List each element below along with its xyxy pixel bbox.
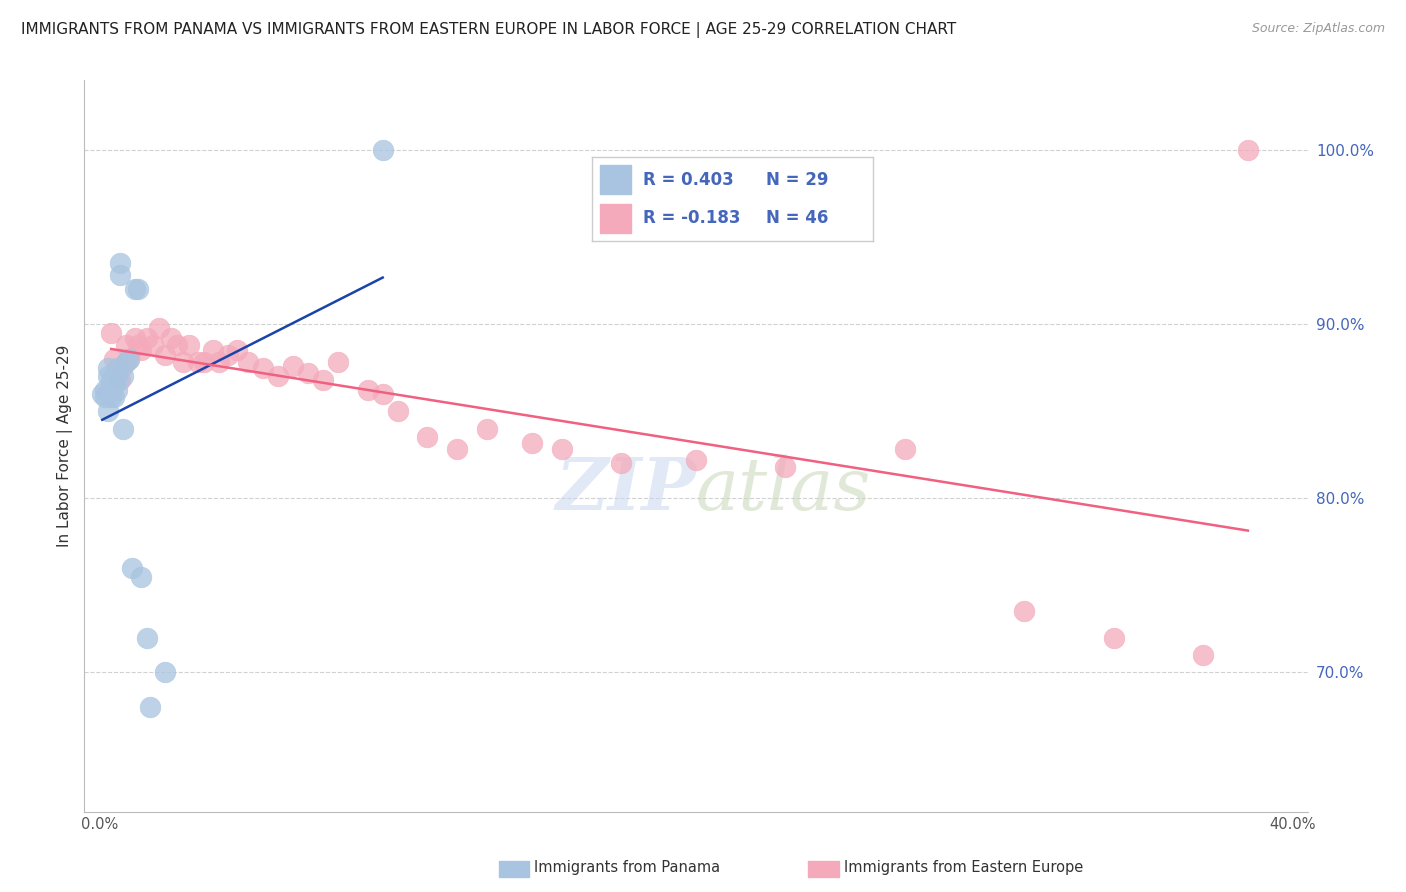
Point <box>124 331 146 345</box>
Point <box>685 453 707 467</box>
Point <box>153 348 176 362</box>
Point <box>112 421 135 435</box>
Point <box>225 343 247 358</box>
Point <box>97 369 120 384</box>
Point <box>416 430 439 444</box>
Point <box>312 373 335 387</box>
Point <box>217 348 239 362</box>
Point <box>115 355 138 369</box>
Point <box>1192 648 1215 662</box>
Point <box>100 326 122 340</box>
Point <box>207 355 229 369</box>
Point <box>283 359 305 373</box>
Point <box>118 351 141 366</box>
Point <box>108 373 131 387</box>
Text: R = -0.183: R = -0.183 <box>643 210 740 227</box>
Point <box>201 343 224 358</box>
Point <box>105 384 128 398</box>
Point <box>297 366 319 380</box>
Point <box>551 442 574 457</box>
Text: IMMIGRANTS FROM PANAMA VS IMMIGRANTS FROM EASTERN EUROPE IN LABOR FORCE | AGE 25: IMMIGRANTS FROM PANAMA VS IMMIGRANTS FRO… <box>21 22 956 38</box>
Point <box>112 359 135 373</box>
Point <box>112 369 135 384</box>
Point <box>267 369 290 384</box>
Point <box>100 390 122 404</box>
Point <box>610 457 633 471</box>
Point <box>127 282 149 296</box>
Text: Immigrants from Panama: Immigrants from Panama <box>534 860 720 874</box>
Point <box>371 143 394 157</box>
Point <box>357 384 380 398</box>
Text: R = 0.403: R = 0.403 <box>643 170 734 189</box>
Point <box>252 360 274 375</box>
Point <box>97 404 120 418</box>
Point <box>326 355 349 369</box>
Point <box>136 331 159 345</box>
Point <box>1012 604 1035 618</box>
Point <box>100 384 122 398</box>
Point <box>238 355 260 369</box>
Point <box>129 343 152 358</box>
Text: Immigrants from Eastern Europe: Immigrants from Eastern Europe <box>844 860 1083 874</box>
Point <box>177 338 200 352</box>
Point <box>129 569 152 583</box>
Point <box>193 355 215 369</box>
Point <box>94 390 117 404</box>
Point <box>148 320 170 334</box>
Text: N = 46: N = 46 <box>766 210 828 227</box>
Point <box>124 282 146 296</box>
Point <box>139 700 162 714</box>
Point <box>166 338 188 352</box>
Text: ZIP: ZIP <box>555 454 696 525</box>
Point <box>91 386 114 401</box>
Point <box>520 435 543 450</box>
Point <box>136 631 159 645</box>
Point <box>103 369 125 384</box>
Point <box>894 442 917 457</box>
Point <box>172 355 194 369</box>
Point <box>387 404 409 418</box>
Point <box>142 338 165 352</box>
Y-axis label: In Labor Force | Age 25-29: In Labor Force | Age 25-29 <box>58 345 73 547</box>
Point <box>105 369 128 384</box>
Point <box>103 390 125 404</box>
Point <box>121 561 143 575</box>
Point <box>118 351 141 366</box>
Bar <box>600 204 631 233</box>
Text: atlas: atlas <box>696 455 872 525</box>
Bar <box>600 166 631 194</box>
Point <box>94 384 117 398</box>
Point <box>103 351 125 366</box>
Point <box>97 360 120 375</box>
Point <box>475 421 498 435</box>
Text: Source: ZipAtlas.com: Source: ZipAtlas.com <box>1251 22 1385 36</box>
Point <box>775 459 797 474</box>
Point <box>100 373 122 387</box>
Point <box>1102 631 1125 645</box>
Point <box>127 338 149 352</box>
Text: N = 29: N = 29 <box>766 170 830 189</box>
Point <box>187 355 209 369</box>
Point <box>105 360 128 375</box>
Point <box>160 331 183 345</box>
Point <box>103 378 125 392</box>
Point <box>108 268 131 283</box>
Point <box>108 256 131 270</box>
Point <box>1237 143 1260 157</box>
Point <box>115 338 138 352</box>
Point <box>371 386 394 401</box>
Point <box>446 442 468 457</box>
Point <box>153 665 176 680</box>
